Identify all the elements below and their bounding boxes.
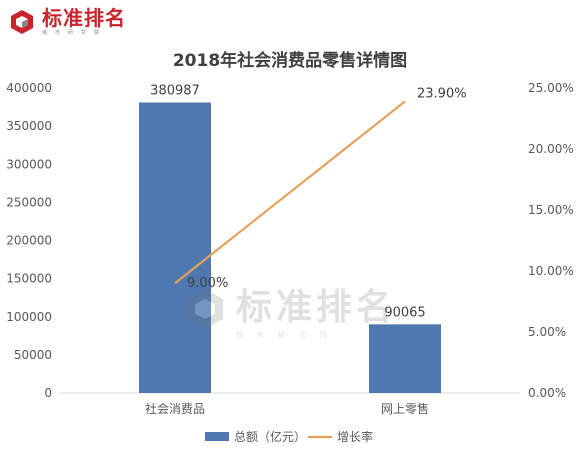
line-data-label: 23.90%	[417, 86, 467, 101]
left-axis-tick: 300000	[6, 157, 52, 171]
growth-line-layer	[174, 100, 406, 285]
growth-rate-line	[174, 100, 406, 285]
chart-axes: 0 50000 100000 150000 200000 250000 300000 3500…	[6, 81, 574, 416]
watermark-cube-icon	[186, 289, 224, 329]
watermark-subtitle: 城市研究院	[236, 331, 341, 339]
right-axis-tick: 0.00%	[528, 386, 566, 400]
data-labels: 380987 90065 9.00% 23.90%	[150, 83, 466, 320]
watermark-name: 标准排名	[236, 287, 397, 328]
bar-data-label: 380987	[150, 83, 200, 98]
legend-bar-label: 总额（亿元）	[234, 429, 306, 444]
left-axis-tick: 400000	[6, 81, 52, 95]
left-axis-tick: 150000	[6, 272, 52, 286]
chart-title: 2018年社会消费品零售详情图	[173, 50, 407, 71]
bar-data-label: 90065	[384, 305, 425, 320]
bar	[139, 102, 211, 394]
watermark: 标准排名 城市研究院	[182, 278, 396, 340]
right-axis-tick: 10.00%	[528, 264, 574, 278]
bars	[139, 102, 441, 394]
legend: 总额（亿元） 增长率	[205, 429, 373, 444]
right-axis-tick: 25.00%	[528, 81, 574, 95]
right-axis-tick: 15.00%	[528, 203, 574, 217]
cube-logo-icon	[11, 10, 33, 34]
left-axis-tick: 250000	[6, 195, 52, 209]
left-axis-tick: 0	[44, 386, 52, 400]
x-axis-tick: 社会消费品	[145, 401, 205, 416]
left-axis-tick: 50000	[14, 348, 52, 362]
line-data-label: 9.00%	[187, 276, 228, 291]
right-axis-tick: 20.00%	[528, 142, 574, 156]
brand-subtitle: 城市研究院	[42, 30, 108, 36]
bar	[369, 324, 441, 393]
brand-logo: 标准排名 城市研究院	[8, 8, 126, 36]
legend-bar-swatch	[205, 432, 229, 441]
left-axis-tick: 200000	[6, 234, 52, 248]
legend-line-label: 增长率	[337, 429, 373, 444]
left-axis-tick: 350000	[6, 119, 52, 133]
x-axis-tick: 网上零售	[381, 401, 429, 416]
right-axis-tick: 5.00%	[528, 325, 566, 339]
brand-name: 标准排名	[42, 6, 126, 30]
left-axis-tick: 100000	[6, 310, 52, 324]
